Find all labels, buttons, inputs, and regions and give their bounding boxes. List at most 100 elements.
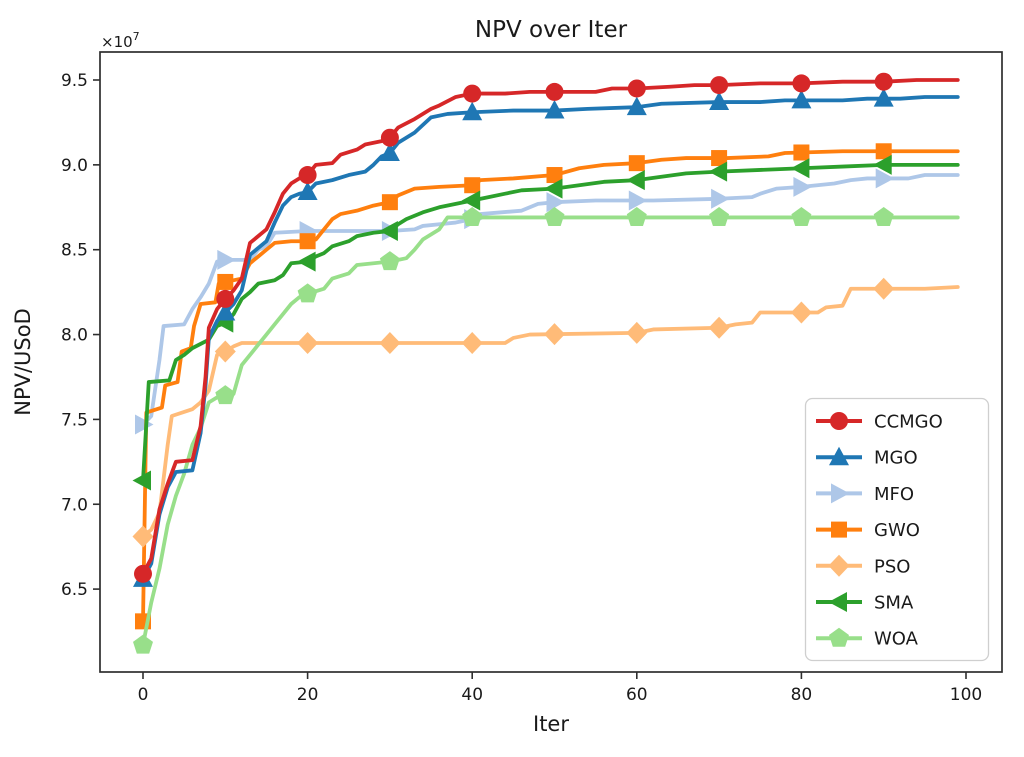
x-tick-label: 60 — [626, 685, 648, 705]
series-marker-sma — [790, 158, 810, 179]
series-marker-gwo — [793, 144, 810, 161]
y-tick-label: 6.5 — [61, 580, 88, 600]
series-marker-woa — [626, 206, 647, 226]
series-marker-mgo — [873, 88, 894, 107]
series-marker-mgo — [462, 101, 483, 121]
legend-box — [804, 397, 990, 662]
series-marker-gwo — [299, 233, 316, 250]
series-marker-pso — [214, 340, 236, 363]
series-gwo — [135, 143, 960, 630]
series-marker-sma — [544, 178, 563, 199]
series-marker-woa — [297, 283, 318, 303]
series-sma — [132, 154, 960, 491]
legend-marker-triangle-up-icon — [829, 446, 849, 466]
legend-entry-woa: WOA — [816, 627, 919, 650]
series-marker-mfo — [711, 188, 730, 209]
legend-entry-mfo: MFO — [816, 483, 914, 505]
x-tick-label: 20 — [297, 685, 319, 705]
series-marker-sma — [708, 161, 728, 182]
series-marker-gwo — [546, 167, 563, 184]
series-marker-mgo — [544, 100, 565, 119]
legend-label: MGO — [874, 448, 918, 469]
series-marker-gwo — [464, 177, 481, 194]
series-marker-woa — [462, 206, 483, 226]
series-line-pso — [141, 285, 960, 539]
legend-label: GWO — [874, 520, 920, 541]
plot-area: 0 20 40 60 80 100 6.5 7.0 7.5 8.0 8.5 9.0 9.5 CCMGO MG… — [61, 51, 1003, 705]
series-marker-mgo — [626, 96, 647, 116]
y-axis-offset-text: ×107 — [101, 30, 140, 51]
series-marker-mfo — [217, 249, 236, 270]
series-marker-pso — [297, 332, 319, 355]
series-marker-ccmgo — [874, 72, 893, 91]
series-marker-sma — [132, 470, 151, 491]
series-marker-mfo — [546, 192, 565, 213]
series-marker-mgo — [215, 301, 236, 321]
series-marker-woa — [873, 206, 894, 226]
series-marker-woa — [544, 206, 565, 226]
series-marker-pso — [708, 316, 730, 339]
series-marker-mfo — [875, 168, 895, 189]
series-marker-sma — [873, 154, 892, 175]
series-marker-pso — [461, 332, 483, 355]
series-marker-ccmgo — [710, 76, 729, 95]
series-marker-pso — [544, 323, 565, 346]
series-marker-mgo — [297, 181, 318, 201]
series-marker-mgo — [791, 89, 812, 109]
x-tick-label: 100 — [950, 685, 982, 705]
series-line-woa — [141, 215, 960, 648]
series-marker-ccmgo — [792, 74, 811, 93]
series-marker-woa — [791, 206, 812, 226]
legend-entry-gwo: GWO — [816, 520, 920, 541]
y-tick-label: 9.5 — [61, 71, 88, 91]
series-marker-woa — [709, 206, 730, 226]
legend-entry-mgo: MGO — [816, 446, 918, 469]
axes-border — [99, 51, 1003, 673]
series-marker-gwo — [875, 143, 892, 160]
series-marker-ccmgo — [134, 564, 152, 583]
series-marker-pso — [626, 321, 648, 344]
legend-marker-pentagon-icon — [829, 627, 849, 647]
series-marker-woa — [133, 634, 153, 654]
series-pso — [132, 277, 960, 548]
x-tick-label: 40 — [461, 685, 483, 705]
series-marker-woa — [379, 251, 400, 271]
x-axis-label: Iter — [533, 712, 569, 736]
series-marker-gwo — [217, 273, 234, 290]
series-marker-ccmgo — [627, 79, 646, 98]
legend-marker-triangle-right-icon — [831, 483, 850, 504]
legend-marker-circle-icon — [830, 412, 848, 430]
series-marker-pso — [132, 525, 154, 548]
series-marker-sma — [379, 221, 398, 242]
y-tick-label: 7.0 — [61, 495, 88, 515]
series-marker-woa — [215, 385, 236, 405]
series-marker-mfo — [628, 190, 648, 211]
y-tick-label: 7.5 — [61, 410, 88, 430]
series-marker-sma — [297, 251, 316, 272]
legend-entry-ccmgo: CCMGO — [816, 412, 943, 433]
legend-label: PSO — [874, 556, 910, 577]
series-marker-ccmgo — [216, 289, 235, 308]
legend-entry-sma: SMA — [816, 592, 914, 614]
legend: CCMGO MGO MFO GWO PSO SMA WOA — [804, 397, 990, 662]
legend-marker-square-icon — [831, 521, 847, 538]
series-marker-pso — [873, 277, 895, 300]
series-marker-pso — [379, 332, 401, 355]
series-marker-pso — [790, 301, 812, 324]
series-ccmgo — [134, 72, 960, 583]
series-marker-ccmgo — [463, 84, 482, 103]
series-marker-ccmgo — [545, 82, 564, 101]
series-marker-mfo — [793, 176, 812, 197]
series-marker-ccmgo — [298, 166, 317, 185]
series-mfo — [135, 168, 960, 435]
y-tick-label: 9.0 — [61, 156, 88, 176]
chart-title: NPV over Iter — [475, 17, 628, 43]
legend-label: WOA — [874, 629, 919, 650]
legend-entry-pso: PSO — [816, 554, 910, 577]
y-tick-label: 8.0 — [61, 326, 88, 346]
legend-label: MFO — [874, 484, 914, 505]
x-tick-label: 80 — [791, 685, 813, 705]
series-marker-sma — [461, 190, 481, 211]
